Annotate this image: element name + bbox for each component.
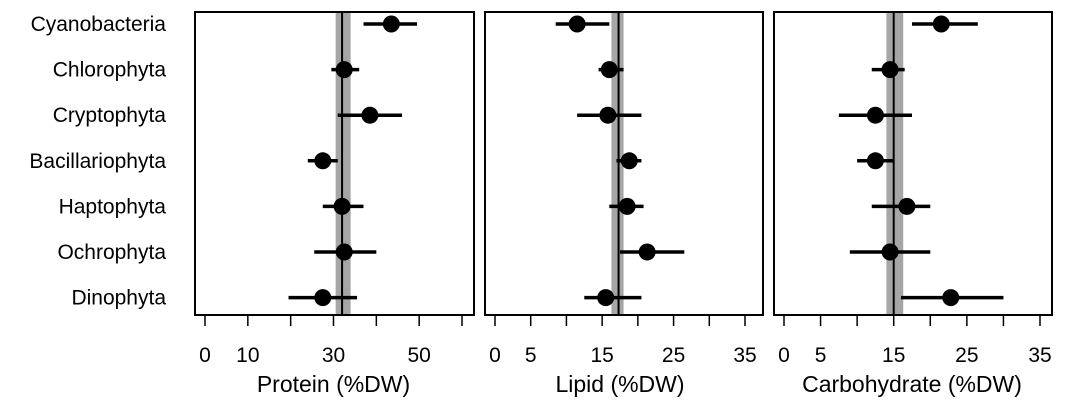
data-point: [335, 61, 353, 79]
data-point: [335, 243, 353, 261]
data-point: [382, 15, 400, 33]
panel-frame: [484, 11, 764, 316]
data-point: [898, 197, 916, 215]
data-point: [599, 106, 617, 124]
data-point: [618, 197, 636, 215]
category-label: Chlorophyta: [53, 59, 167, 82]
x-tick-label: 50: [407, 344, 430, 367]
data-point: [314, 152, 332, 170]
data-point: [638, 243, 656, 261]
data-point: [597, 289, 615, 307]
category-label: Haptophyta: [59, 195, 167, 218]
category-label: Cryptophyta: [53, 104, 167, 127]
panel-2: 0 5 15 25 35 Lipid (%DW): [484, 11, 764, 397]
x-tick-label: 5: [525, 344, 537, 367]
x-tick-label: 25: [662, 344, 685, 367]
x-axis-title: Protein (%DW): [257, 371, 410, 397]
x-tick-label: 35: [733, 344, 756, 367]
panel-frame: [194, 11, 475, 316]
mean-confidence-band: [335, 12, 351, 315]
x-tick-label: 15: [590, 344, 613, 367]
data-point: [932, 15, 950, 33]
x-tick-label: 15: [882, 344, 905, 367]
x-tick-label: 30: [322, 344, 345, 367]
data-point: [942, 289, 960, 307]
x-tick-label: 0: [489, 344, 501, 367]
x-tick-label: 0: [199, 344, 211, 367]
x-axis-title: Carbohydrate (%DW): [802, 371, 1022, 397]
data-point: [568, 15, 586, 33]
x-tick-label: 0: [778, 344, 790, 367]
data-point: [600, 61, 618, 79]
mean-confidence-band: [611, 12, 624, 315]
data-point: [620, 152, 638, 170]
panel-3: 0 5 15 25 35 Carbohydrate (%DW): [773, 11, 1053, 397]
data-point: [314, 289, 332, 307]
data-point: [333, 197, 351, 215]
data-point: [881, 61, 899, 79]
data-point: [361, 106, 379, 124]
x-tick-label: 35: [1028, 344, 1051, 367]
category-label: Dinophyta: [71, 287, 166, 310]
category-label: Ochrophyta: [57, 241, 166, 264]
panel-frame: [773, 11, 1053, 316]
category-label: Cyanobacteria: [31, 13, 167, 36]
data-point: [866, 152, 884, 170]
data-point: [881, 243, 899, 261]
category-label: Bacillariophyta: [29, 150, 166, 173]
x-tick-label: 5: [815, 344, 827, 367]
x-tick-label: 25: [955, 344, 978, 367]
mean-confidence-band: [886, 12, 904, 315]
data-point: [866, 106, 884, 124]
panel-1: 0 10 30 50 Protein (%DW): [194, 11, 475, 397]
x-tick-label: 10: [236, 344, 259, 367]
x-axis-title: Lipid (%DW): [555, 371, 684, 397]
